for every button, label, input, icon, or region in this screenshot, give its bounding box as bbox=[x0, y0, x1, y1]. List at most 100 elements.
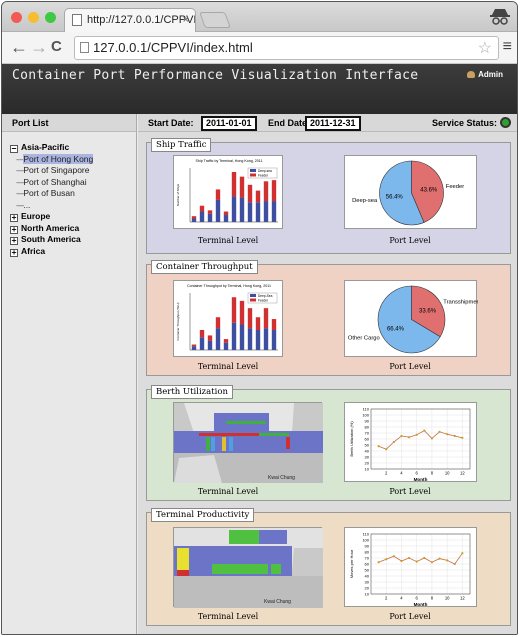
tab-close-icon[interactable]: × bbox=[182, 14, 189, 26]
zoom-window-button[interactable] bbox=[45, 12, 56, 23]
x-tick-label: 10 bbox=[445, 596, 450, 601]
tree-region-north-america[interactable]: + North America bbox=[10, 223, 136, 235]
data-point bbox=[385, 558, 388, 561]
expand-icon[interactable]: + bbox=[10, 213, 18, 222]
reload-button[interactable]: C bbox=[51, 38, 62, 55]
y-tick-label: 110 bbox=[363, 406, 370, 411]
terminal-productivity-panel: Terminal Productivity Kwai Chung Termina… bbox=[146, 508, 511, 626]
region-label: Europe bbox=[21, 211, 51, 221]
port-label: Port of Singapore bbox=[23, 165, 90, 175]
browser-tab[interactable]: http://127.0.0.1/CPPVI/inde × bbox=[64, 8, 196, 32]
berth-segment-green bbox=[226, 421, 266, 424]
berth-segment-blue bbox=[211, 437, 215, 451]
data-point bbox=[453, 434, 456, 438]
y-tick-label: 10 bbox=[365, 591, 370, 596]
y-tick-label: 60 bbox=[365, 436, 370, 441]
container-throughput-bar-chart: Container Throughput by Terminal, Hong K… bbox=[176, 284, 278, 351]
terminal-level-map[interactable]: Kwai Chung bbox=[173, 527, 323, 608]
expand-icon[interactable]: + bbox=[10, 236, 18, 245]
x-tick-label: 10 bbox=[445, 471, 450, 476]
bar-segment-deep-sea bbox=[247, 202, 253, 222]
y-tick-label: 90 bbox=[365, 543, 370, 548]
port-level-caption: Port Level bbox=[389, 612, 431, 621]
terminal-level-chart[interactable]: Ship Traffic by Terminal, Hong Kong, 201… bbox=[173, 155, 283, 229]
browser-menu-icon[interactable]: ≡ bbox=[502, 38, 512, 55]
bar-segment-deep-sea bbox=[223, 215, 229, 222]
terminal-medium-yellow bbox=[177, 548, 189, 570]
tree-item-port[interactable]: ----Port of Shanghai bbox=[16, 176, 87, 187]
data-point bbox=[423, 429, 426, 432]
map-label: Kwai Chung bbox=[268, 475, 295, 481]
data-point bbox=[430, 561, 434, 564]
chart-title: Ship Traffic by Terminal, Hong Kong, 201… bbox=[196, 159, 263, 163]
data-point bbox=[377, 445, 380, 448]
port-level-chart[interactable]: 33.6% Transshipment 66.4% Other Cargo bbox=[344, 280, 482, 357]
land-area bbox=[174, 576, 323, 608]
sidebar-header: Port List bbox=[2, 114, 136, 132]
collapse-icon[interactable]: − bbox=[10, 144, 18, 153]
bar-segment-deep-sea bbox=[191, 218, 197, 222]
bar-segment-feeder bbox=[231, 172, 237, 197]
region-label: North America bbox=[21, 222, 80, 233]
bar-segment-feeder bbox=[199, 205, 205, 212]
port-level-chart[interactable]: 10 20 30 40 50 60 70 80 90 100 110 2 4 6 8 10 12 Month Ber… bbox=[344, 402, 477, 482]
bar-segment-deep-sea bbox=[247, 328, 253, 350]
minimize-window-button[interactable] bbox=[28, 12, 39, 23]
bookmark-star-icon[interactable]: ☆ bbox=[477, 40, 492, 57]
bar-segment-feeder bbox=[223, 211, 229, 216]
terminal-high-green bbox=[212, 564, 268, 574]
data-point bbox=[446, 559, 449, 562]
expand-icon[interactable]: + bbox=[10, 224, 18, 234]
pie-percent-label: 56.4% bbox=[386, 195, 404, 201]
expand-icon[interactable]: + bbox=[10, 247, 18, 257]
start-date-input[interactable]: 2011-01-01 bbox=[201, 116, 257, 131]
tree-region-africa[interactable]: + Africa bbox=[10, 246, 136, 258]
bar-segment-deep-sea bbox=[215, 328, 221, 350]
address-bar[interactable]: 127.0.0.1/CPPVI/index.html ☆ bbox=[74, 36, 499, 60]
terminal-level-chart[interactable]: Container Throughput by Terminal, Hong K… bbox=[173, 280, 283, 357]
bar-segment-feeder bbox=[191, 344, 197, 347]
bar-segment-deep-sea bbox=[207, 213, 213, 222]
legend-box bbox=[247, 167, 278, 179]
region-label: Asia-Pacific bbox=[21, 142, 70, 152]
series-line bbox=[378, 552, 463, 565]
tree-item-port[interactable]: ----Port of Busan bbox=[16, 188, 75, 198]
y-tick-label: 40 bbox=[365, 448, 370, 453]
bar-segment-deep-sea bbox=[223, 342, 229, 350]
y-axis-label: Moves per Hour bbox=[349, 549, 354, 578]
app-header: Container Port Performance Visualization… bbox=[2, 64, 517, 114]
bar-segment-deep-sea bbox=[271, 329, 277, 350]
back-button[interactable]: ← bbox=[10, 37, 28, 57]
y-tick-label: 50 bbox=[365, 567, 370, 572]
terminal-level-caption: Terminal Level bbox=[197, 362, 259, 371]
y-tick-label: 70 bbox=[365, 430, 370, 435]
user-menu[interactable]: Admin bbox=[467, 70, 503, 79]
app-title: Container Port Performance Visualization… bbox=[12, 68, 419, 83]
legend-swatch bbox=[250, 173, 256, 177]
terminal-level-map[interactable]: Kwai Chung bbox=[173, 402, 323, 483]
y-tick-label: 10 bbox=[365, 466, 370, 471]
close-window-button[interactable] bbox=[11, 12, 22, 23]
data-point bbox=[415, 433, 418, 436]
forward-button[interactable]: → bbox=[30, 37, 48, 57]
y-tick-label: 50 bbox=[365, 442, 370, 447]
ship-traffic-pie-chart: 43.6% Feeder 56.4% Deep-sea bbox=[352, 160, 464, 226]
tree-region-asia-pacific[interactable]: − Asia-Pacific bbox=[10, 142, 136, 154]
tree-region-europe[interactable]: + Europe bbox=[10, 211, 136, 223]
tree-item-port[interactable]: ----Port of Singapore bbox=[16, 165, 90, 175]
tree-item-port[interactable]: ----Port of Hong Kong bbox=[16, 153, 94, 164]
port-level-chart[interactable]: 10 20 30 40 50 60 70 80 90 100 110 2 4 6 8 10 12 Month Mov… bbox=[344, 527, 477, 607]
legend-label: Deep-Sea bbox=[258, 294, 273, 298]
port-level-chart[interactable]: 43.6% Feeder 56.4% Deep-sea bbox=[344, 155, 477, 229]
y-tick-label: 80 bbox=[365, 424, 370, 429]
y-tick-label: 20 bbox=[365, 460, 370, 465]
data-point bbox=[415, 560, 418, 563]
tree-region-south-america[interactable]: + South America bbox=[10, 234, 136, 246]
end-date-input[interactable]: 2011-12-31 bbox=[305, 116, 361, 131]
bar-segment-feeder bbox=[247, 184, 253, 203]
x-tick-label: 2 bbox=[385, 596, 388, 601]
new-tab-button[interactable] bbox=[199, 12, 231, 28]
data-point bbox=[430, 437, 434, 440]
bar-segment-deep-sea bbox=[239, 197, 245, 222]
